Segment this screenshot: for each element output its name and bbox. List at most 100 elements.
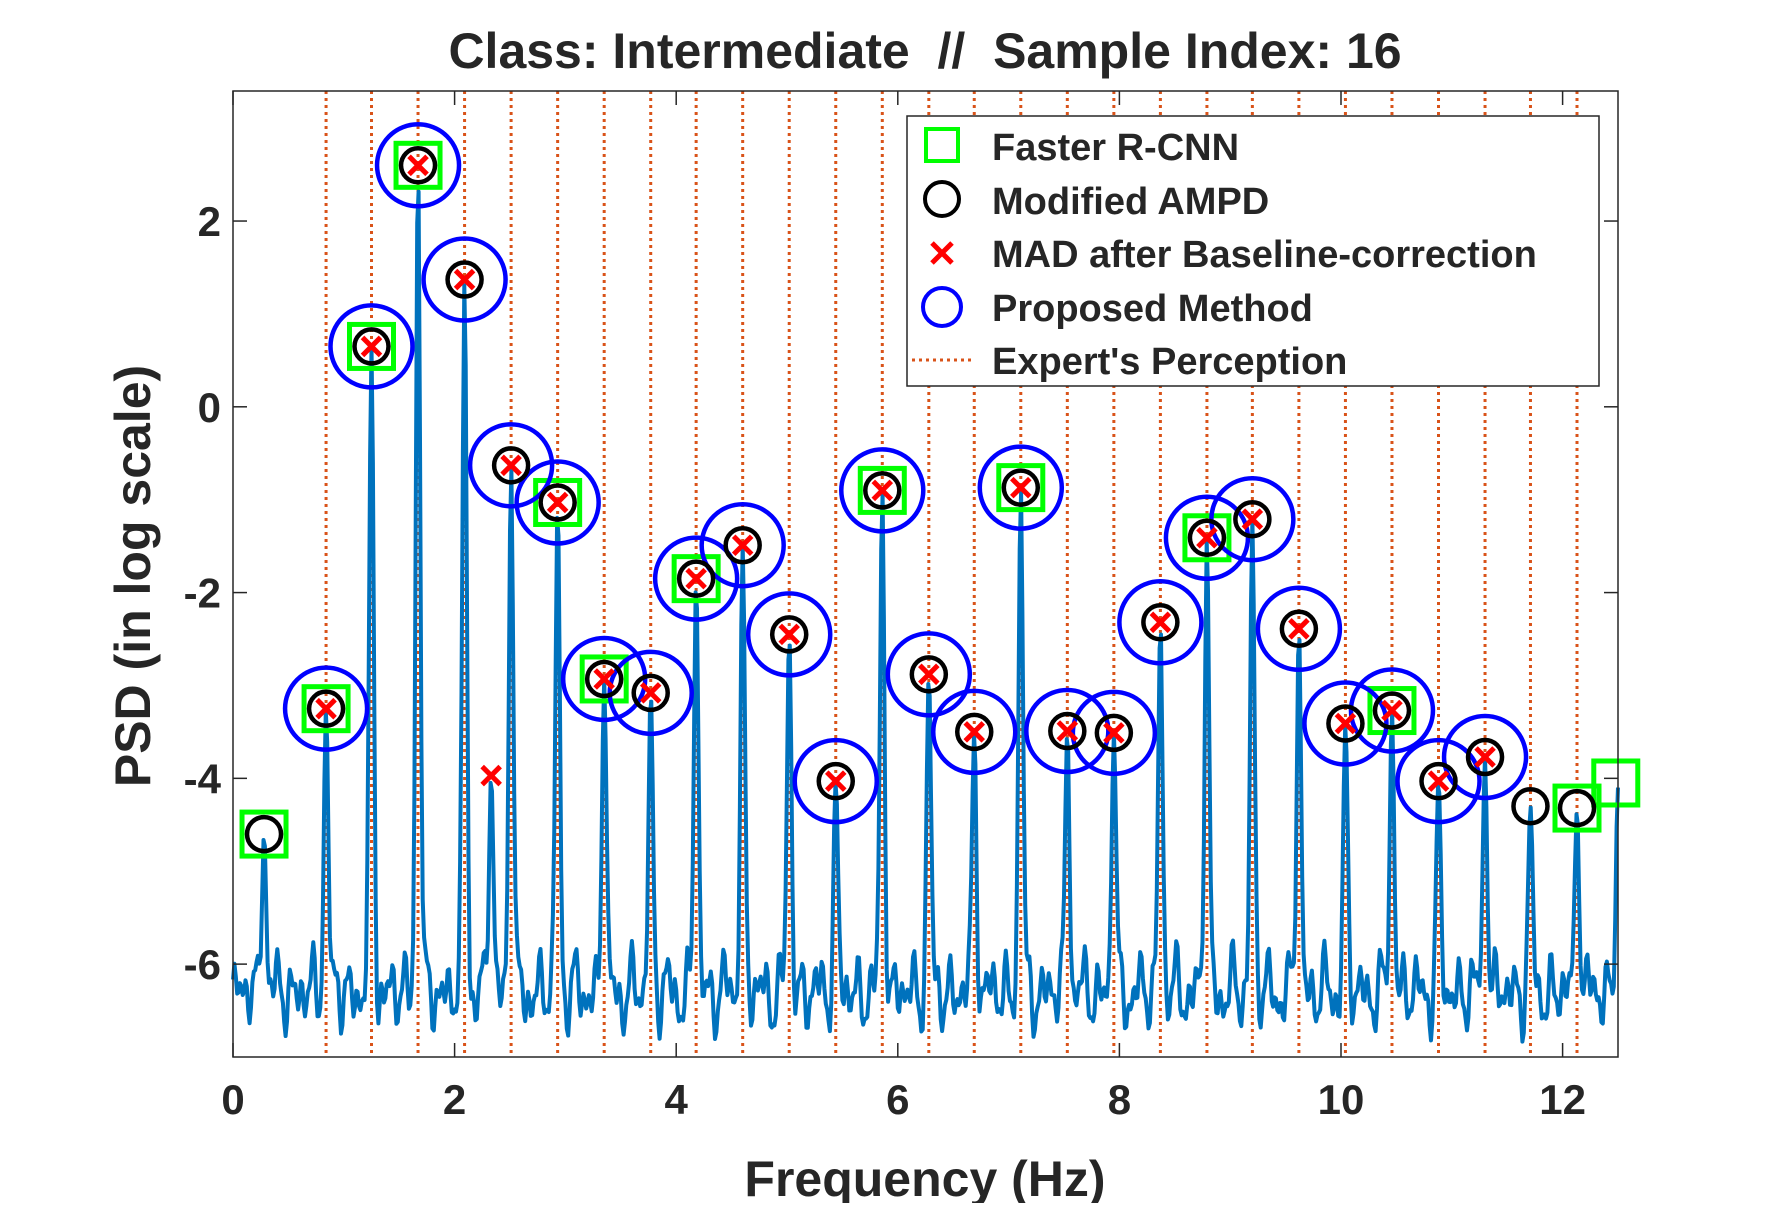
- proposed-method-marker: [839, 447, 926, 534]
- mad-marker-stroke: [593, 668, 615, 690]
- mad-marker: [453, 268, 476, 291]
- mad-marker: [871, 479, 894, 502]
- proposed-method-marker: [328, 303, 415, 390]
- x-tick-label: 10: [1318, 1076, 1365, 1123]
- mad-marker: [360, 335, 383, 358]
- x-tick-label: 6: [886, 1076, 909, 1123]
- y-tick-label: -2: [184, 570, 221, 617]
- modified-ampd-marker: [1233, 499, 1272, 539]
- modified-ampd-marker: [1048, 711, 1087, 751]
- modified-ampd-marker: [1419, 761, 1458, 801]
- mad-marker: [593, 668, 615, 690]
- legend-box: [906, 115, 1600, 387]
- proposed-method-marker: [1255, 585, 1343, 673]
- mad-marker: [1474, 746, 1496, 768]
- modified-ampd-marker: [584, 659, 624, 699]
- mad-marker-stroke: [1381, 699, 1403, 722]
- proposed-method-marker: [1117, 579, 1204, 666]
- legend: Faster R-CNN Modified AMPD MAD after Bas…: [906, 115, 1600, 387]
- faster-rcnn-marker: [393, 140, 443, 190]
- mad-marker-stroke: [685, 567, 707, 590]
- x-axis-label: Frequency (Hz): [744, 1151, 1105, 1203]
- faster-rcnn-marker: [1552, 783, 1602, 833]
- mad-marker: [546, 491, 569, 514]
- faster-rcnn-marker: [1591, 758, 1641, 808]
- modified-ampd-marker: [723, 525, 762, 565]
- legend-proposed-label: Proposed Method: [992, 288, 1313, 330]
- proposed-method-marker: [1395, 737, 1482, 825]
- mad-marker-stroke: [824, 770, 847, 792]
- modified-ampd-marker: [445, 260, 484, 299]
- mad-marker-stroke: [1056, 720, 1079, 742]
- plot-frame: [232, 90, 1619, 1058]
- mad-marker-stroke: [1288, 618, 1310, 640]
- mad-marker-stroke: [1196, 527, 1218, 549]
- x-tick-label: 2: [443, 1076, 466, 1123]
- x-tick-label: 0: [221, 1076, 244, 1123]
- mad-marker: [1196, 527, 1218, 549]
- mad-marker: [407, 154, 429, 177]
- modified-ampd-marker: [909, 655, 949, 694]
- mad-marker-stroke: [1334, 712, 1357, 735]
- proposed-method-marker: [514, 459, 601, 546]
- modified-ampd-marker: [1465, 737, 1505, 777]
- mad-marker: [1056, 720, 1079, 742]
- proposed-method-marker: [374, 122, 462, 209]
- modified-ampd-marker: [1187, 518, 1227, 558]
- mad-marker: [1427, 770, 1450, 792]
- mad-marker-stroke: [778, 623, 800, 646]
- mad-marker-stroke: [963, 721, 986, 743]
- modified-ampd-marker: [398, 146, 438, 185]
- mad-marker: [1241, 508, 1264, 530]
- legend-modified-ampd-label: Modified AMPD: [992, 181, 1269, 223]
- proposed-method-marker: [745, 591, 833, 678]
- x-tick-label: 12: [1539, 1076, 1586, 1123]
- y-axis-label: PSD (in log scale): [105, 365, 161, 787]
- mad-marker-stroke: [500, 454, 522, 477]
- faster-rcnn-marker: [1182, 513, 1232, 563]
- mad-marker: [824, 770, 847, 792]
- y-tick-label: -6: [184, 941, 221, 988]
- legend-faster-rcnn-label: Faster R-CNN: [992, 127, 1239, 169]
- mad-marker: [1381, 699, 1403, 722]
- legend-modified-ampd-icon: [923, 180, 961, 218]
- proposed-method-marker: [282, 665, 370, 752]
- modified-ampd-marker: [1557, 788, 1597, 828]
- x-tick-label: 4: [665, 1076, 689, 1123]
- mad-marker-stroke: [315, 697, 337, 720]
- legend-proposed-icon: [921, 286, 963, 328]
- mad-marker-stroke: [918, 663, 940, 686]
- modified-ampd-marker: [491, 446, 531, 485]
- modified-ampd-marker: [1141, 603, 1180, 642]
- mad-marker: [1149, 611, 1172, 634]
- mad-marker: [963, 721, 986, 743]
- proposed-method-marker: [1070, 689, 1158, 777]
- ticks-layer: 0 2 4 6 8 10 12 -6 -4 -2 0 2: [184, 91, 1618, 1123]
- proposed-method-marker: [421, 236, 508, 323]
- proposed-method-marker: [1348, 667, 1436, 754]
- y-tick-label: -4: [184, 755, 222, 802]
- legend-mad-icon: [930, 241, 954, 265]
- mad-marker-stroke: [1474, 746, 1496, 768]
- mad-marker-stroke: [1103, 722, 1125, 744]
- proposed-method-marker: [1302, 680, 1389, 767]
- mad-marker: [1288, 618, 1310, 640]
- faster-rcnn-marker: [533, 477, 583, 527]
- mad-marker: [480, 764, 502, 787]
- modified-ampd-marker: [306, 689, 346, 728]
- modified-ampd-marker: [676, 559, 716, 598]
- modified-ampd-marker: [955, 712, 994, 752]
- modified-ampd-marker: [352, 327, 391, 366]
- mad-marker: [778, 623, 800, 646]
- mad-marker: [315, 697, 337, 720]
- x-tick-label: 8: [1108, 1076, 1131, 1123]
- faster-rcnn-marker: [579, 654, 629, 704]
- mad-marker-stroke: [1427, 770, 1450, 792]
- chart-title: Class: Intermediate // Sample Index: 16: [448, 23, 1401, 79]
- proposed-method-marker: [931, 688, 1018, 776]
- mad-marker: [918, 663, 940, 686]
- modified-ampd-marker: [244, 814, 284, 854]
- mad-marker: [500, 454, 522, 477]
